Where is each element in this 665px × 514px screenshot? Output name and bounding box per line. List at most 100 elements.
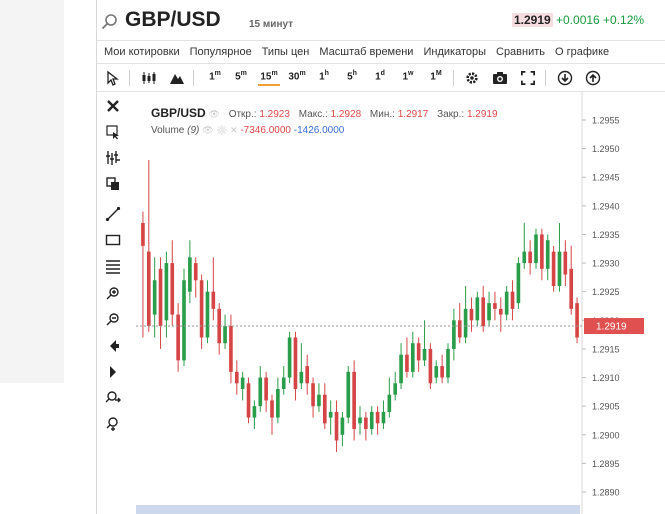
trend-line-icon[interactable] xyxy=(105,206,121,222)
candle-body xyxy=(387,394,392,412)
volume-eye-icon[interactable]: 👁 ⚙ ✕ xyxy=(202,125,238,135)
candle-body xyxy=(405,354,409,372)
candle-body xyxy=(223,326,227,344)
y-tick-label: 1.2890 xyxy=(592,488,620,498)
candle-body xyxy=(170,263,175,315)
y-tick-label: 1.2915 xyxy=(592,344,620,354)
menu-compare[interactable]: Сравнить xyxy=(496,46,546,58)
close-value: 1.2919 xyxy=(466,109,498,120)
menu-price-types[interactable]: Типы цен xyxy=(261,46,310,58)
rectangle-tool-icon[interactable] xyxy=(105,232,121,248)
candle-body xyxy=(141,223,145,246)
high-label: Макс.: xyxy=(298,109,328,120)
volume-value-1: -7346.0000 xyxy=(240,125,291,136)
menu-my-quotes[interactable]: Мои котировки xyxy=(104,46,180,58)
candle-body xyxy=(569,268,574,309)
tf-15m-label: 15 xyxy=(260,71,272,83)
zoom-out-icon[interactable] xyxy=(105,312,121,328)
y-tick-label: 1.2905 xyxy=(592,402,620,412)
candle-body xyxy=(217,308,222,344)
chart-toolbar: 1m 5m 15m 30m 1h 5h 1d 1w 1M xyxy=(97,64,665,92)
price-chart[interactable]: 1.2955 1.2950 1.2945 1.2940 1.2935 1.2930 1.29… xyxy=(130,92,665,514)
scroll-left-icon[interactable] xyxy=(105,338,121,354)
tf-15m[interactable]: 15m xyxy=(258,70,280,86)
symbol-title[interactable]: GBP/USD xyxy=(125,8,221,31)
candle-body xyxy=(428,348,433,384)
tf-1d[interactable]: 1d xyxy=(373,70,387,86)
gear-icon[interactable] xyxy=(465,70,479,86)
tf-5h[interactable]: 5h xyxy=(345,70,359,86)
y-tick-label: 1.2895 xyxy=(592,459,620,469)
drawing-tools xyxy=(97,92,130,514)
scroll-right-icon[interactable] xyxy=(105,364,121,380)
tf-5h-label: 5 xyxy=(347,71,353,83)
cursor-icon[interactable] xyxy=(105,70,119,86)
y-tick-label: 1.2930 xyxy=(592,259,620,269)
tf-1m[interactable]: 1m xyxy=(208,70,222,86)
last-price: 1.2919 xyxy=(512,13,553,27)
candle-body xyxy=(252,406,257,418)
candle-body xyxy=(504,291,509,315)
eye-icon[interactable]: 👁 xyxy=(208,109,220,119)
tf-30m[interactable]: 30m xyxy=(286,70,308,86)
tf-1h[interactable]: 1h xyxy=(317,70,331,86)
tf-1w-unit: w xyxy=(408,70,414,77)
tf-1m-unit: m xyxy=(214,70,221,77)
candle-body xyxy=(193,263,198,281)
toolbar-separator xyxy=(193,70,194,86)
low-value: 1.2917 xyxy=(397,109,429,120)
candle-body xyxy=(522,251,527,264)
candle-body xyxy=(311,383,315,407)
tf-1M[interactable]: 1M xyxy=(428,70,444,86)
last-price-tag-label: 1.2919 xyxy=(596,322,627,333)
candle-body xyxy=(463,308,468,338)
candle-body xyxy=(229,326,233,372)
open-label: Откр.: xyxy=(228,109,257,120)
zoom-in-icon[interactable] xyxy=(105,286,121,302)
candle-body xyxy=(164,263,169,321)
reset-zoom-icon[interactable] xyxy=(105,416,121,432)
candle-body xyxy=(276,388,280,418)
candle-body xyxy=(364,417,368,430)
select-tool-icon[interactable] xyxy=(105,124,121,140)
candle-body xyxy=(205,291,210,338)
tf-1M-unit: M xyxy=(435,70,442,77)
area-chart-icon[interactable] xyxy=(169,70,185,86)
zoom-area-icon[interactable] xyxy=(105,390,121,406)
camera-icon[interactable] xyxy=(492,70,508,86)
ohlc-legend: GBP/USD 👁 Откр.: 1.2923 Макс.: 1.2928 Ми… xyxy=(151,106,498,120)
candle-body xyxy=(557,251,562,286)
candle-body xyxy=(481,297,486,327)
candle-body xyxy=(246,383,251,418)
fullscreen-icon[interactable] xyxy=(521,70,535,86)
candle-body xyxy=(182,280,186,361)
tf-5m-label: 5 xyxy=(235,71,241,83)
download-icon[interactable] xyxy=(557,70,573,86)
menu-about-chart[interactable]: О графике xyxy=(555,46,610,58)
tf-5m[interactable]: 5m xyxy=(234,70,248,86)
search-icon[interactable] xyxy=(100,12,120,32)
y-tick-label: 1.2925 xyxy=(592,287,620,297)
upload-icon[interactable] xyxy=(585,70,601,86)
copy-icon[interactable] xyxy=(105,176,121,192)
candle-body xyxy=(258,377,263,407)
tf-1w[interactable]: 1w xyxy=(401,70,415,86)
candle-body xyxy=(487,303,491,321)
bar-tool-icon[interactable] xyxy=(105,150,121,166)
candle-body xyxy=(399,354,403,384)
candle-body xyxy=(452,320,456,349)
candle-body xyxy=(240,377,245,389)
tf-1d-label: 1 xyxy=(375,71,381,83)
tf-30m-unit: m xyxy=(299,70,306,77)
candlestick-icon[interactable] xyxy=(141,70,157,86)
menu-time-scale[interactable]: Масштаб времени xyxy=(319,46,414,58)
menu-popular[interactable]: Популярное xyxy=(189,46,252,58)
tf-1d-unit: d xyxy=(380,70,385,77)
horizontal-lines-icon[interactable] xyxy=(105,258,121,274)
y-tick-label: 1.2910 xyxy=(592,373,620,383)
candle-body xyxy=(305,366,310,384)
candle-body xyxy=(416,343,421,361)
menu-indicators[interactable]: Индикаторы xyxy=(423,46,486,58)
close-icon[interactable] xyxy=(105,98,121,114)
volume-value-2: -1426.0000 xyxy=(293,125,345,136)
